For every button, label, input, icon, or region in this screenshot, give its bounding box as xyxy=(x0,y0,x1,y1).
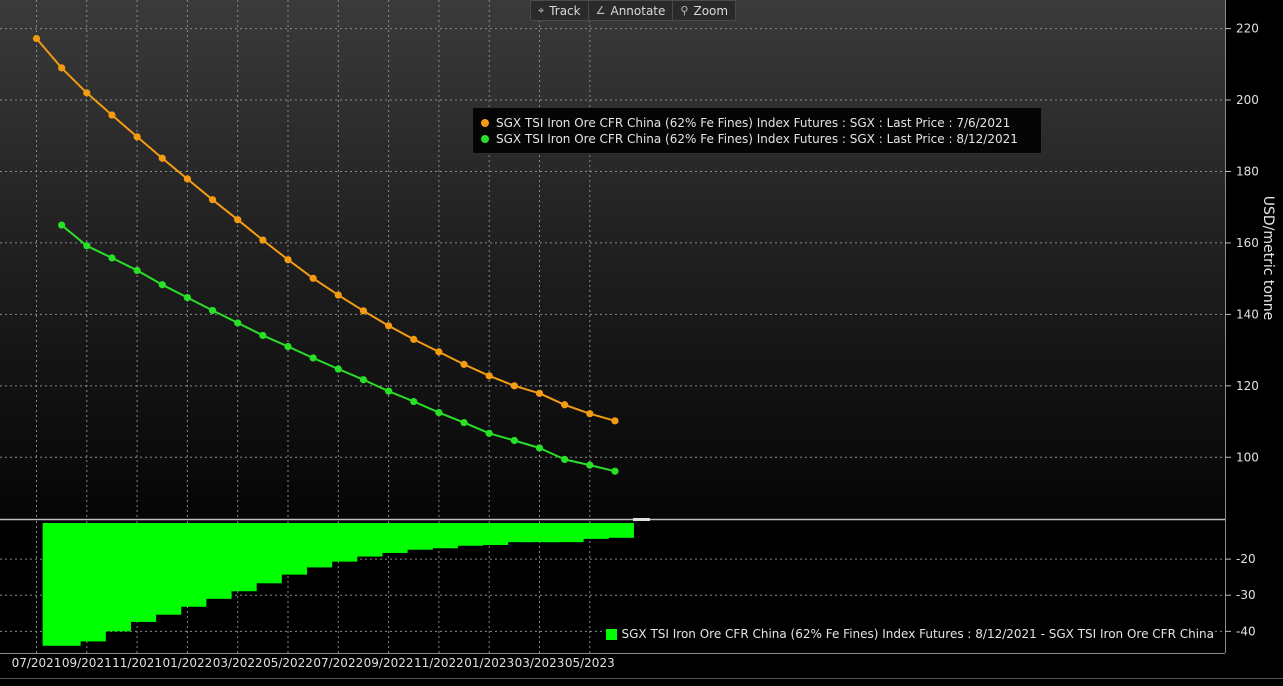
series-2-point[interactable] xyxy=(58,221,66,229)
series-2-point[interactable] xyxy=(485,429,493,437)
zoom-button[interactable]: ⚲ Zoom xyxy=(673,1,735,20)
series-1-point[interactable] xyxy=(410,335,418,343)
series-1-point[interactable] xyxy=(334,291,342,299)
series-2-point[interactable] xyxy=(133,266,141,275)
chart-legend: SGX TSI Iron Ore CFR China (62% Fe Fines… xyxy=(472,107,1042,154)
x-tick-label: 05/2023 xyxy=(565,656,615,670)
series-1-point[interactable] xyxy=(535,389,544,397)
x-tick-label: 01/2023 xyxy=(464,656,514,670)
series-2-point[interactable] xyxy=(234,319,242,327)
bar-legend[interactable]: SGX TSI Iron Ore CFR China (62% Fe Fines… xyxy=(604,627,1215,641)
difference-bars xyxy=(42,523,634,646)
series-2-point[interactable] xyxy=(183,293,191,302)
series-1-point[interactable] xyxy=(309,274,317,282)
x-tick-label: 11/2022 xyxy=(414,656,464,670)
series-1-point[interactable] xyxy=(234,216,242,224)
series-1-point[interactable] xyxy=(158,154,166,162)
series-1-point[interactable] xyxy=(611,417,619,425)
series-1-point[interactable] xyxy=(83,89,91,97)
main-panel-background xyxy=(0,0,1225,518)
legend-entry-series2[interactable]: SGX TSI Iron Ore CFR China (62% Fe Fines… xyxy=(481,131,1033,147)
series-2-point[interactable] xyxy=(460,419,468,427)
series-1-point[interactable] xyxy=(208,196,217,204)
series-1-point[interactable] xyxy=(58,64,66,72)
x-tick-label: 05/2022 xyxy=(263,656,313,670)
legend-label-series1: SGX TSI Iron Ore CFR China (62% Fe Fines… xyxy=(496,116,1011,130)
annotate-button-label: Annotate xyxy=(610,3,666,18)
series-2-point[interactable] xyxy=(561,455,569,464)
legend-entry-series1[interactable]: SGX TSI Iron Ore CFR China (62% Fe Fines… xyxy=(481,115,1033,131)
series-2-point[interactable] xyxy=(108,254,116,262)
x-tick-label: 01/2022 xyxy=(162,656,212,670)
y-tick-label: 180 xyxy=(1236,164,1259,178)
x-tick-label: 09/2022 xyxy=(364,656,414,670)
y-axis-title: USD/metric tonne xyxy=(1260,195,1276,321)
series-1-point[interactable] xyxy=(32,34,41,43)
series-1-point[interactable] xyxy=(586,410,594,418)
x-tick-label: 07/2021 xyxy=(12,656,62,670)
series-2-point[interactable] xyxy=(284,342,292,351)
series-1-point[interactable] xyxy=(108,111,116,119)
x-tick-label: 11/2021 xyxy=(112,656,162,670)
series-2-point[interactable] xyxy=(158,281,166,289)
series-2-point[interactable] xyxy=(510,436,518,445)
series-1-point[interactable] xyxy=(259,236,267,244)
series-2-point[interactable] xyxy=(359,376,368,384)
series-1-point[interactable] xyxy=(460,360,468,368)
series-2-point[interactable] xyxy=(309,354,317,362)
x-tick-label: 09/2021 xyxy=(62,656,112,670)
legend-swatch-diff xyxy=(605,628,617,640)
series-2-point[interactable] xyxy=(611,467,619,475)
legend-label-series2: SGX TSI Iron Ore CFR China (62% Fe Fines… xyxy=(496,132,1018,146)
series-1-point[interactable] xyxy=(510,382,518,390)
crosshair-icon: ⌖ xyxy=(538,3,545,17)
y-tick-label: 140 xyxy=(1236,307,1259,321)
y-tick-label: 220 xyxy=(1236,22,1259,36)
x-tick-label: 03/2022 xyxy=(213,656,263,670)
legend-swatch-series2 xyxy=(481,135,489,143)
y-tick-label-bottom: -40 xyxy=(1236,624,1256,638)
track-button-label: Track xyxy=(549,3,581,18)
series-1-point[interactable] xyxy=(133,133,141,141)
series-1-point[interactable] xyxy=(359,307,368,315)
series-2-point[interactable] xyxy=(385,387,393,395)
chart-toolbar: ⌖ Track ∠ Annotate ⚲ Zoom xyxy=(530,0,737,21)
series-1-point[interactable] xyxy=(385,322,393,330)
track-button[interactable]: ⌖ Track xyxy=(531,1,589,20)
x-tick-label: 03/2023 xyxy=(515,656,565,670)
y-tick-label: 160 xyxy=(1236,236,1259,250)
pencil-icon: ∠ xyxy=(595,4,606,17)
series-1-point[interactable] xyxy=(435,348,443,356)
series-2-point[interactable] xyxy=(435,409,443,417)
series-2-point[interactable] xyxy=(586,461,594,469)
series-2-point[interactable] xyxy=(259,331,267,340)
price-points xyxy=(32,34,619,475)
y-tick-label-bottom: -20 xyxy=(1236,552,1256,566)
annotate-button[interactable]: ∠ Annotate xyxy=(589,1,674,20)
series-2-point[interactable] xyxy=(334,365,342,373)
series-1-point[interactable] xyxy=(183,175,191,183)
legend-swatch-series1 xyxy=(481,119,489,127)
series-2-point[interactable] xyxy=(410,397,418,406)
legend-label-diff: SGX TSI Iron Ore CFR China (62% Fe Fines… xyxy=(621,627,1215,641)
x-tick-label: 07/2022 xyxy=(313,656,363,670)
diff-bar[interactable] xyxy=(595,523,634,538)
series-1-point[interactable] xyxy=(561,401,569,409)
y-tick-label: 200 xyxy=(1236,93,1259,107)
series-2-point[interactable] xyxy=(208,306,217,315)
zoom-button-label: Zoom xyxy=(693,3,729,18)
series-1-point[interactable] xyxy=(284,256,292,264)
magnifier-icon: ⚲ xyxy=(680,4,689,17)
y-tick-label-bottom: -30 xyxy=(1236,588,1256,602)
series-1-point[interactable] xyxy=(485,372,493,380)
y-tick-label: 100 xyxy=(1236,450,1259,464)
series-2-point[interactable] xyxy=(83,242,91,250)
series-2-point[interactable] xyxy=(535,444,544,452)
series-line-1[interactable] xyxy=(35,37,616,422)
axis-ticks: 07/2021 09/2021 11/2021 01/2022 03/2022 05/20… xyxy=(12,22,1259,670)
y-tick-label: 120 xyxy=(1236,379,1259,393)
